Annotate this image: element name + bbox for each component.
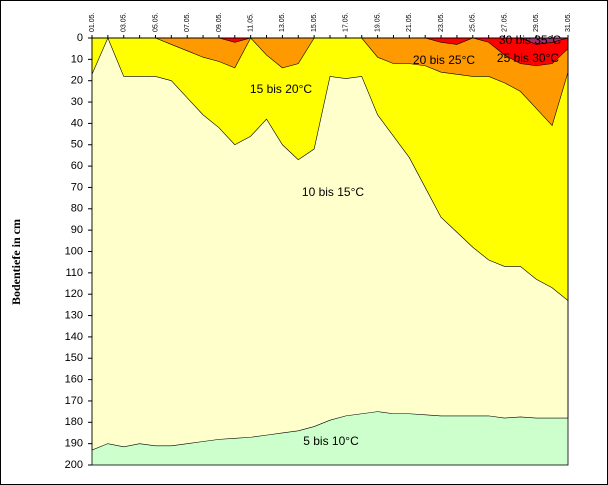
y-tick-label: 130 — [65, 309, 83, 321]
x-tick-label: 11.05. — [248, 13, 255, 32]
y-tick-label: 30 — [71, 96, 83, 108]
x-tick-label: 03.05. — [121, 12, 128, 32]
x-tick-label: 17.05. — [343, 12, 350, 32]
band-label: 30 bis 35°C — [499, 33, 562, 47]
band-label: 10 bis 15°C — [302, 185, 365, 199]
x-tick-label: 31.05. — [565, 12, 572, 32]
x-tick-label: 19.05. — [374, 12, 381, 32]
x-tick-label: 15.05. — [311, 12, 318, 32]
y-tick-label: 170 — [65, 395, 83, 407]
y-tick-label: 100 — [65, 245, 83, 257]
y-tick-label: 180 — [65, 416, 83, 428]
y-tick-label: 10 — [71, 53, 83, 65]
y-tick-label: 80 — [71, 203, 83, 215]
y-tick-label: 110 — [65, 267, 83, 279]
x-tick-label: 21.05. — [406, 12, 413, 32]
x-tick-label: 27.05. — [501, 12, 508, 32]
y-tick-label: 50 — [71, 139, 83, 151]
x-tick-label: 07.05. — [184, 12, 191, 32]
y-tick-label: 140 — [65, 331, 83, 343]
x-tick-label: 13.05. — [279, 12, 286, 32]
band-label: 20 bis 25°C — [413, 53, 476, 67]
y-tick-label: 200 — [65, 459, 83, 471]
x-tick-label: 05.05. — [152, 12, 159, 32]
band-label: 5 bis 10°C — [303, 434, 359, 448]
x-tick-label: 09.05. — [216, 12, 223, 32]
y-tick-label: 40 — [71, 117, 83, 129]
y-tick-label: 190 — [65, 438, 83, 450]
x-tick-label: 25.05. — [470, 12, 477, 32]
x-tick-label: 01.05. — [89, 12, 96, 32]
y-axis-label: Bodentiefe in cm — [9, 219, 23, 305]
y-tick-label: 20 — [71, 75, 83, 87]
x-tick-label: 29.05. — [533, 12, 540, 32]
y-tick-label: 120 — [65, 288, 83, 300]
band-label: 15 bis 20°C — [250, 82, 313, 96]
y-tick-label: 160 — [65, 374, 83, 386]
y-tick-label: 90 — [71, 224, 83, 236]
band-label: 25 bis 30°C — [497, 51, 560, 65]
y-tick-label: 150 — [65, 352, 83, 364]
y-tick-label: 60 — [71, 160, 83, 172]
area — [91, 37, 569, 302]
x-tick-label: 23.05. — [438, 12, 445, 32]
y-tick-label: 70 — [71, 181, 83, 193]
y-tick-label: 0 — [77, 32, 83, 44]
